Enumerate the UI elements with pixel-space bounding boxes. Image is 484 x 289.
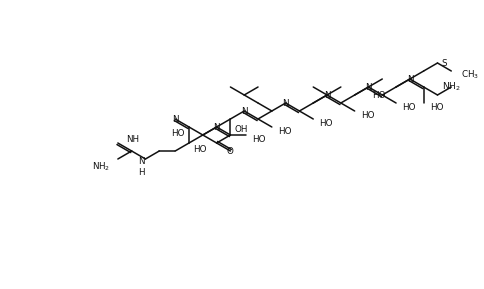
Text: S: S bbox=[441, 58, 447, 68]
Text: N: N bbox=[365, 82, 372, 92]
Text: OH: OH bbox=[234, 125, 248, 134]
Text: HO: HO bbox=[252, 134, 266, 144]
Text: HO: HO bbox=[373, 90, 386, 99]
Text: HO: HO bbox=[319, 118, 333, 127]
Text: HO: HO bbox=[430, 103, 443, 112]
Text: NH$_2$: NH$_2$ bbox=[91, 161, 110, 173]
Text: N: N bbox=[324, 90, 330, 99]
Text: N: N bbox=[282, 99, 289, 108]
Text: CH$_3$: CH$_3$ bbox=[461, 69, 479, 81]
Text: N
H: N H bbox=[138, 157, 145, 177]
Text: NH: NH bbox=[126, 134, 139, 144]
Text: HO: HO bbox=[278, 127, 291, 136]
Text: HO: HO bbox=[171, 129, 185, 138]
Text: HO: HO bbox=[193, 144, 207, 153]
Text: N: N bbox=[213, 123, 220, 131]
Text: NH$_2$: NH$_2$ bbox=[442, 81, 461, 93]
Text: N: N bbox=[172, 114, 179, 123]
Text: N: N bbox=[407, 75, 413, 84]
Text: HO: HO bbox=[361, 110, 374, 119]
Text: HO: HO bbox=[402, 103, 416, 112]
Text: N: N bbox=[241, 107, 247, 116]
Text: O: O bbox=[227, 147, 234, 155]
